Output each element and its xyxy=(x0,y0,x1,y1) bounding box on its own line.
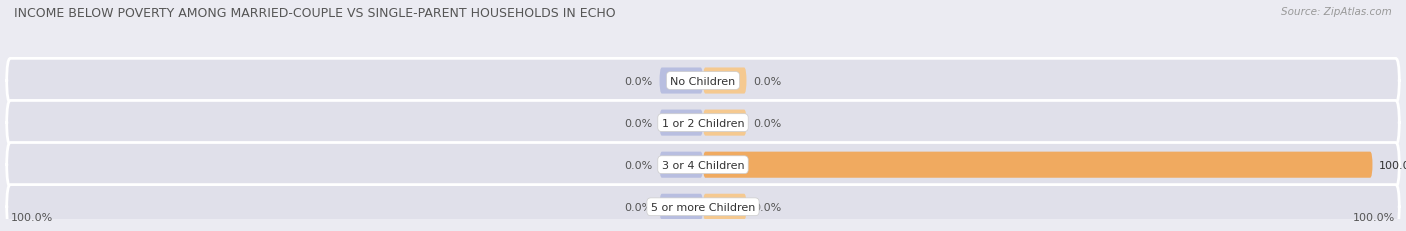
Text: Source: ZipAtlas.com: Source: ZipAtlas.com xyxy=(1281,7,1392,17)
Text: INCOME BELOW POVERTY AMONG MARRIED-COUPLE VS SINGLE-PARENT HOUSEHOLDS IN ECHO: INCOME BELOW POVERTY AMONG MARRIED-COUPL… xyxy=(14,7,616,20)
Text: 0.0%: 0.0% xyxy=(624,202,652,212)
Text: 5 or more Children: 5 or more Children xyxy=(651,202,755,212)
FancyBboxPatch shape xyxy=(7,101,1399,145)
FancyBboxPatch shape xyxy=(703,152,1372,178)
Text: 0.0%: 0.0% xyxy=(754,76,782,86)
FancyBboxPatch shape xyxy=(7,143,1399,187)
Text: 3 or 4 Children: 3 or 4 Children xyxy=(662,160,744,170)
FancyBboxPatch shape xyxy=(659,68,703,94)
Text: 100.0%: 100.0% xyxy=(1379,160,1406,170)
Text: 100.0%: 100.0% xyxy=(11,212,53,222)
FancyBboxPatch shape xyxy=(703,194,747,220)
Text: 0.0%: 0.0% xyxy=(624,118,652,128)
Text: 0.0%: 0.0% xyxy=(754,118,782,128)
Text: 0.0%: 0.0% xyxy=(624,160,652,170)
FancyBboxPatch shape xyxy=(659,194,703,220)
FancyBboxPatch shape xyxy=(659,110,703,136)
FancyBboxPatch shape xyxy=(7,59,1399,103)
FancyBboxPatch shape xyxy=(7,185,1399,229)
Text: 100.0%: 100.0% xyxy=(1353,212,1395,222)
FancyBboxPatch shape xyxy=(703,68,747,94)
Text: 1 or 2 Children: 1 or 2 Children xyxy=(662,118,744,128)
Text: 0.0%: 0.0% xyxy=(754,202,782,212)
FancyBboxPatch shape xyxy=(659,152,703,178)
FancyBboxPatch shape xyxy=(703,110,747,136)
Text: 0.0%: 0.0% xyxy=(624,76,652,86)
Text: No Children: No Children xyxy=(671,76,735,86)
